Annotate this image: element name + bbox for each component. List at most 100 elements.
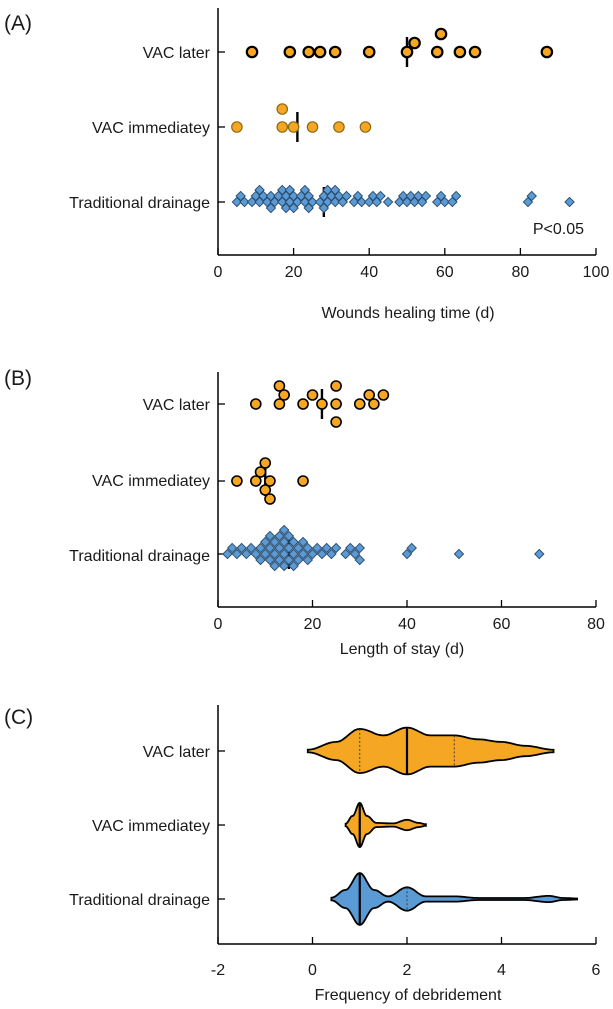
panel-b-data-point [354, 554, 365, 566]
panel-a-data-point [239, 196, 250, 208]
panel-b-data-point [453, 548, 465, 560]
panel-c-x-axis-title: Frequency of debridement [315, 987, 502, 1004]
panel-a-data-point [313, 45, 327, 59]
panel-a-data-point [245, 45, 259, 59]
panel-a-label-vac-immediatey: VAC immediatey [92, 120, 210, 137]
panel-b-data-point [363, 389, 376, 401]
panel-b-data-point [330, 542, 342, 554]
panel-b-data-point [368, 398, 380, 410]
panel-b-data-point [255, 554, 266, 566]
panel-a-data-point [439, 196, 451, 208]
panel-a-data-point [328, 45, 342, 59]
panel-a-x-axis-title: Wounds healing time (d) [321, 305, 494, 322]
panel-b-data-point [353, 398, 366, 410]
panel-a-data-point [400, 45, 414, 59]
panel-b-data-point [278, 560, 290, 572]
panel-a-data-point [430, 45, 444, 59]
panel-a-data-point [375, 190, 386, 202]
panel-a-x-tick-label: 20 [285, 264, 303, 281]
panel-b-data-point [273, 380, 286, 392]
panel-a-data-point [453, 45, 467, 59]
panel-a-data-point [333, 121, 345, 133]
panel-b-data-point [250, 475, 262, 487]
panel-b-data-point [269, 536, 280, 548]
panel-a-data-point [450, 190, 462, 202]
panel-a-data-point [356, 196, 367, 208]
panel-a-data-point [408, 36, 421, 50]
panel-b-data-point [283, 530, 295, 542]
panel-c-label-vac-immediatey: VAC immediatey [92, 818, 210, 835]
panel-b-data-point [297, 475, 309, 487]
panel-a-x-tick-label: 100 [583, 264, 610, 281]
panel-a-data-point [359, 121, 372, 133]
panel-c-x-tick-label: 6 [592, 962, 601, 979]
panel-b-data-point [259, 484, 272, 496]
panel-c-x-tick-label: 4 [497, 962, 506, 979]
panel-b-data-point [264, 493, 276, 505]
panel-b-data-point [255, 542, 266, 554]
panel-b-data-point [316, 548, 328, 560]
panel-a-x-tick-label: 60 [436, 264, 454, 281]
panel-b-data-point [288, 548, 299, 560]
panel-b-data-point [241, 548, 252, 560]
panel-a-data-point [306, 121, 319, 133]
panel-b-x-tick-label: 80 [587, 616, 605, 633]
panel-b-data-point [260, 548, 271, 560]
panel-b-x-tick-label: 40 [398, 616, 416, 633]
panel-a-label-traditional-drainage: Traditional drainage [69, 195, 210, 212]
panel-b-data-point [302, 554, 314, 566]
panel-a-data-point [341, 190, 352, 202]
panel-b-x-tick-label: 0 [214, 616, 223, 633]
panel-a-label-vac-later: VAC later [143, 45, 211, 62]
panel-b-data-point [283, 542, 295, 554]
panel-a-p-value-annotation: P<0.05 [533, 221, 584, 238]
panel-b-data-point [231, 475, 243, 487]
panel-b-data-point [293, 542, 304, 554]
panel-c-x-tick-label: 0 [308, 962, 317, 979]
panel-b-data-point [326, 548, 337, 560]
panel-b-data-point [274, 554, 285, 566]
panel-c-x-tick-label: -2 [211, 962, 225, 979]
panel-b-data-point [254, 466, 267, 478]
panel-b-x-tick-label: 20 [304, 616, 322, 633]
panel-b-data-point [307, 548, 318, 560]
panel-b-data-point [264, 475, 276, 487]
panel-a-x-tick-label: 40 [360, 264, 378, 281]
panel-b-data-point [377, 389, 390, 401]
panel-b-data-point [316, 398, 328, 410]
panel-a-data-point [362, 45, 376, 59]
panel-a-data-point [540, 45, 554, 59]
panel-b-label-traditional-drainage: Traditional drainage [69, 548, 210, 565]
panel-b-data-point [330, 380, 342, 392]
panel-a-data-point [283, 45, 297, 59]
panel-a-data-point [434, 27, 448, 41]
panel-b: (B) VAC later VAC immediatey Traditional… [4, 367, 605, 658]
panel-b-data-point [330, 416, 342, 428]
panel-a-letter: (A) [4, 12, 32, 35]
panel-b-data-point [340, 548, 351, 560]
panel-b-data-point [311, 542, 323, 554]
panel-b-data-point [401, 548, 413, 560]
panel-b-data-point [273, 398, 286, 410]
panel-b-data-point [278, 548, 290, 560]
panel-b-data-point [278, 524, 290, 536]
panel-a: (A) VAC later VAC immediatey Traditional… [4, 8, 609, 322]
panel-b-x-axis-title: Length of stay (d) [340, 641, 465, 658]
panel-c-violin-shape [330, 872, 578, 926]
panel-a-data-point [307, 196, 318, 208]
panel-c-label-vac-later: VAC later [143, 744, 211, 761]
panel-b-data-point [231, 548, 243, 560]
panel-b-data-point [274, 530, 285, 542]
panel-a-data-point [276, 103, 289, 115]
panel-b-data-point [264, 554, 276, 566]
panel-b-data-point [306, 389, 319, 401]
panel-a-data-point [302, 45, 316, 59]
panel-b-data-point [264, 530, 276, 542]
panel-b-data-point [250, 548, 262, 560]
panel-b-data-point [302, 542, 314, 554]
panel-c-x-tick-label: 2 [403, 962, 412, 979]
panel-b-data-point [250, 398, 262, 410]
panel-a-x-tick-label: 0 [214, 264, 223, 281]
panel-b-data-point [245, 542, 257, 554]
